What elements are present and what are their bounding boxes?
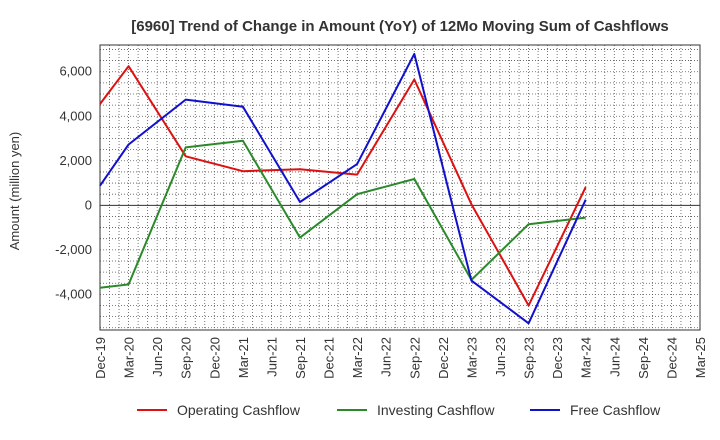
x-tick-label: Dec-23 — [550, 337, 565, 379]
legend-label: Operating Cashflow — [177, 402, 301, 418]
x-tick-label: Sep-23 — [522, 337, 537, 379]
x-tick-label: Jun-20 — [150, 337, 165, 377]
y-axis-label: Amount (million yen) — [7, 132, 22, 251]
y-tick-label: -2,000 — [55, 242, 92, 257]
plot-background — [100, 45, 700, 330]
x-tick-label: Jun-23 — [493, 337, 508, 377]
x-tick-label: Mar-23 — [464, 337, 479, 378]
x-tick-label: Mar-20 — [122, 337, 137, 378]
plot-area: -4,000 -2,000 0 2,000 4,000 6,000 Dec-19 Mar-20… — [55, 44, 708, 379]
y-tick-label: 2,000 — [59, 153, 92, 168]
x-tick-label: Jun-24 — [607, 337, 622, 377]
y-tick-label: 4,000 — [59, 108, 92, 123]
x-tick-label: Mar-24 — [579, 337, 594, 378]
legend-label: Investing Cashflow — [377, 402, 495, 418]
x-tick-label: Sep-22 — [407, 337, 422, 379]
x-tick-label: Sep-20 — [179, 337, 194, 379]
x-tick-label: Mar-25 — [693, 337, 708, 378]
x-tick-label: Sep-24 — [636, 337, 651, 379]
series-line-investing-cashflow — [99, 139, 586, 289]
x-tick-label: Mar-22 — [350, 337, 365, 378]
x-tick-label: Sep-21 — [293, 337, 308, 379]
x-tick-label: Dec-19 — [93, 337, 108, 379]
y-tick-label: 6,000 — [59, 64, 92, 79]
x-tick-label: Dec-20 — [207, 337, 222, 379]
legend: Operating Cashflow Investing Cashflow Free… — [137, 402, 661, 418]
x-tick-label: Dec-21 — [322, 337, 337, 379]
x-tick-label: Dec-24 — [664, 337, 679, 379]
y-tick-label: 0 — [85, 197, 92, 212]
x-tick-label: Jun-21 — [264, 337, 279, 377]
plot-border — [99, 44, 701, 331]
y-tick-label: -4,000 — [55, 286, 92, 301]
x-tick-label: Jun-22 — [379, 337, 394, 377]
series-line-operating-cashflow — [99, 65, 587, 307]
legend-label: Free Cashflow — [570, 402, 661, 418]
chart-title: [6960] Trend of Change in Amount (YoY) o… — [131, 18, 669, 35]
x-tick-label: Mar-21 — [236, 337, 251, 378]
series-line-free-cashflow — [99, 52, 587, 325]
x-tick-label: Dec-22 — [436, 337, 451, 379]
